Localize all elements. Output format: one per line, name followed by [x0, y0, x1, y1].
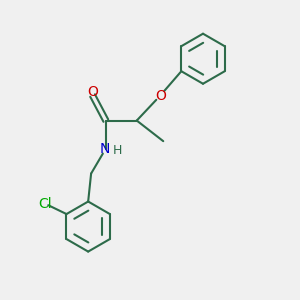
Text: O: O: [155, 88, 166, 103]
Text: O: O: [87, 85, 98, 99]
Text: H: H: [112, 144, 122, 157]
Text: N: N: [100, 142, 110, 155]
Text: Cl: Cl: [38, 197, 52, 211]
